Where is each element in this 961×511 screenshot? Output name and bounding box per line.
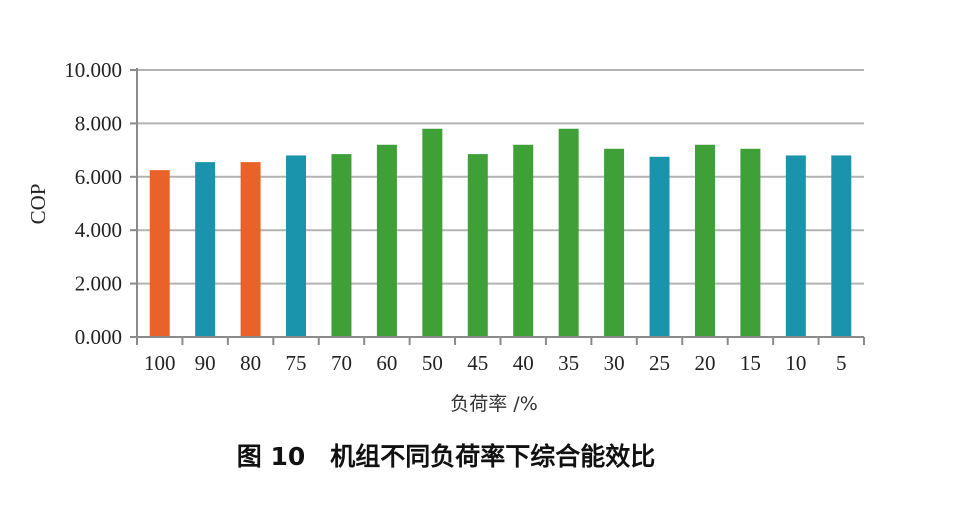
x-tick-labels: 100 90 80 75 70 60 50 45 40 35 30 25 20 15 10 5 <box>144 351 847 375</box>
y-tick-label: 10.000 <box>64 58 122 82</box>
bar-75 <box>286 155 307 337</box>
x-tick-label: 45 <box>467 351 488 375</box>
x-tick-label: 20 <box>694 351 715 375</box>
bar-10 <box>785 155 806 337</box>
x-tick-label: 5 <box>836 351 847 375</box>
x-tick-label: 25 <box>649 351 670 375</box>
bar-60 <box>376 144 397 337</box>
y-tick-label: 0.000 <box>75 325 122 349</box>
y-tick-label: 2.000 <box>75 272 122 296</box>
bar-25 <box>649 156 670 337</box>
y-tick-label: 8.000 <box>75 111 122 135</box>
bar-5 <box>831 155 852 337</box>
x-tick-label: 60 <box>376 351 397 375</box>
bars <box>149 128 852 337</box>
x-tick-label: 30 <box>604 351 625 375</box>
figure-caption: 图 10 机组不同负荷率下综合能效比 <box>237 442 656 471</box>
bar-70 <box>331 154 352 337</box>
x-tick-label: 10 <box>785 351 806 375</box>
x-tick-label: 15 <box>740 351 761 375</box>
y-tick-labels: 0.000 2.000 4.000 6.000 8.000 10.000 <box>64 58 122 349</box>
bar-50 <box>422 128 443 337</box>
bar-30 <box>604 148 625 337</box>
bar-45 <box>467 154 488 337</box>
x-tick-label: 40 <box>513 351 534 375</box>
bar-15 <box>740 148 761 337</box>
axes <box>130 68 865 345</box>
bar-35 <box>558 128 579 337</box>
y-tick-label: 4.000 <box>75 218 122 242</box>
x-tick-label: 75 <box>286 351 307 375</box>
x-tick-label: 80 <box>240 351 261 375</box>
x-axis-label: 负荷率 /% <box>450 393 538 415</box>
y-tick-label: 6.000 <box>75 165 122 189</box>
bar-90 <box>195 162 216 337</box>
x-tick-label: 70 <box>331 351 352 375</box>
y-axis-label: COP <box>26 184 50 225</box>
x-tick-label: 100 <box>144 351 176 375</box>
x-tick-label: 90 <box>195 351 216 375</box>
bar-40 <box>513 144 534 337</box>
x-tick-label: 35 <box>558 351 579 375</box>
bar-80 <box>240 162 261 337</box>
bar-100 <box>149 170 170 337</box>
x-tick-label: 50 <box>422 351 443 375</box>
bar-20 <box>694 144 715 337</box>
